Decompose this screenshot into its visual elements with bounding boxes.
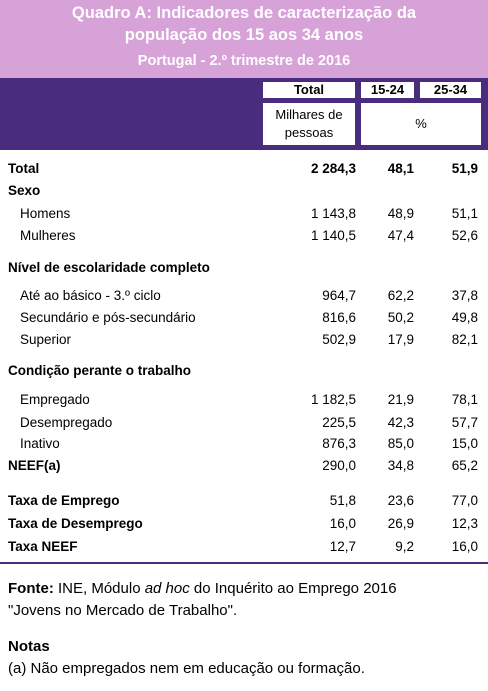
value-15-24: 23,6 <box>387 493 414 508</box>
row-label: Homens <box>20 206 71 221</box>
table-row: Taxa NEEF 12,7 9,2 16,0 <box>0 537 488 557</box>
value-15-24: 47,4 <box>387 228 414 243</box>
table-bottom-rule <box>0 562 488 564</box>
source-note-line-2: "Jovens no Mercado de Trabalho". <box>8 602 238 619</box>
value-total: 1 140,5 <box>310 228 356 243</box>
value-total: 16,0 <box>329 516 356 531</box>
value-15-24: 21,9 <box>387 392 414 407</box>
value-total: 290,0 <box>322 458 356 473</box>
value-total: 876,3 <box>322 436 356 451</box>
value-15-24: 48,9 <box>387 206 414 221</box>
row-label: Mulheres <box>20 228 76 243</box>
header-total: Total <box>262 81 356 99</box>
table-row: NEEF(a) 290,0 34,8 65,2 <box>0 456 488 476</box>
section-heading: Nível de escolaridade completo <box>0 258 488 278</box>
source-text-b: do Inquérito ao Emprego 2016 <box>189 580 397 597</box>
value-25-34: 57,7 <box>451 415 478 430</box>
row-label: Taxa de Desemprego <box>8 516 143 531</box>
source-note: Fonte: INE, Módulo ad hoc do Inquérito a… <box>8 578 397 599</box>
header-unit-line-2: pessoas <box>284 125 334 140</box>
value-total: 1 182,5 <box>310 392 356 407</box>
value-total: 2 284,3 <box>310 161 356 176</box>
row-label: Superior <box>20 332 72 347</box>
value-25-34: 15,0 <box>451 436 478 451</box>
header-unit-total: Milhares de pessoas <box>262 102 356 146</box>
value-25-34: 51,1 <box>451 206 478 221</box>
value-15-24: 17,9 <box>387 332 414 347</box>
row-label: Sexo <box>8 183 41 198</box>
row-label: Inativo <box>20 436 60 451</box>
header-unit-line-1: Milhares de <box>275 107 343 122</box>
value-15-24: 48,1 <box>387 161 414 176</box>
value-25-34: 51,9 <box>451 161 478 176</box>
value-25-34: 65,2 <box>451 458 478 473</box>
value-15-24: 34,8 <box>387 458 414 473</box>
value-15-24: 26,9 <box>387 516 414 531</box>
header-15-24: 15-24 <box>360 81 415 99</box>
row-label: Total <box>8 161 40 176</box>
table-row: Superior 502,9 17,9 82,1 <box>0 330 488 350</box>
table-row: Inativo 876,3 85,0 15,0 <box>0 434 488 454</box>
value-total: 12,7 <box>329 539 356 554</box>
value-15-24: 50,2 <box>387 310 414 325</box>
header-25-34: 25-34 <box>419 81 482 99</box>
row-label: Até ao básico - 3.º ciclo <box>20 288 161 303</box>
section-heading: Sexo <box>0 181 488 201</box>
value-25-34: 52,6 <box>451 228 478 243</box>
value-total: 1 143,8 <box>310 206 356 221</box>
table-row: Taxa de Emprego 51,8 23,6 77,0 <box>0 491 488 511</box>
row-label: Desempregado <box>20 415 113 430</box>
value-25-34: 82,1 <box>451 332 478 347</box>
row-label: Taxa de Emprego <box>8 493 120 508</box>
value-25-34: 78,1 <box>451 392 478 407</box>
row-label: Condição perante o trabalho <box>8 363 192 378</box>
value-25-34: 12,3 <box>451 516 478 531</box>
source-label: Fonte: <box>8 580 54 597</box>
value-15-24: 42,3 <box>387 415 414 430</box>
value-25-34: 49,8 <box>451 310 478 325</box>
notes-heading: Notas <box>8 638 50 655</box>
note-a: (a) Não empregados nem em educação ou fo… <box>8 660 365 677</box>
value-25-34: 16,0 <box>451 539 478 554</box>
row-label: NEEF(a) <box>8 458 61 473</box>
value-total: 225,5 <box>322 415 356 430</box>
row-label: Taxa NEEF <box>8 539 78 554</box>
table-row: Empregado 1 182,5 21,9 78,1 <box>0 390 488 410</box>
source-italic: ad hoc <box>144 580 190 597</box>
value-total: 964,7 <box>322 288 356 303</box>
title-line-1: Quadro A: Indicadores de caracterização … <box>71 4 417 22</box>
table-header: Total 15-24 25-34 Milhares de pessoas % <box>0 78 488 150</box>
title-line-2: população dos 15 aos 34 anos <box>124 26 364 44</box>
table-row: Mulheres 1 140,5 47,4 52,6 <box>0 226 488 246</box>
table-row: Homens 1 143,8 48,9 51,1 <box>0 204 488 224</box>
row-label: Secundário e pós-secundário <box>20 310 196 325</box>
table-row: Total 2 284,3 48,1 51,9 <box>0 159 488 179</box>
section-heading: Condição perante o trabalho <box>0 361 488 381</box>
value-25-34: 37,8 <box>451 288 478 303</box>
header-unit-pct: % <box>360 102 482 146</box>
value-total: 816,6 <box>322 310 356 325</box>
table-row: Taxa de Desemprego 16,0 26,9 12,3 <box>0 514 488 534</box>
value-15-24: 85,0 <box>387 436 414 451</box>
value-total: 51,8 <box>329 493 356 508</box>
source-text-a: INE, Módulo <box>53 580 145 597</box>
row-label: Empregado <box>20 392 90 407</box>
value-total: 502,9 <box>322 332 356 347</box>
value-15-24: 9,2 <box>395 539 414 554</box>
row-label: Nível de escolaridade completo <box>8 260 210 275</box>
value-15-24: 62,2 <box>387 288 414 303</box>
value-25-34: 77,0 <box>451 493 478 508</box>
table-row: Secundário e pós-secundário 816,6 50,2 4… <box>0 308 488 328</box>
table-row: Até ao básico - 3.º ciclo 964,7 62,2 37,… <box>0 286 488 306</box>
table-row: Desempregado 225,5 42,3 57,7 <box>0 413 488 433</box>
title-line-3: Portugal - 2.º trimestre de 2016 <box>137 53 351 69</box>
table-title: Quadro A: Indicadores de caracterização … <box>0 0 488 78</box>
